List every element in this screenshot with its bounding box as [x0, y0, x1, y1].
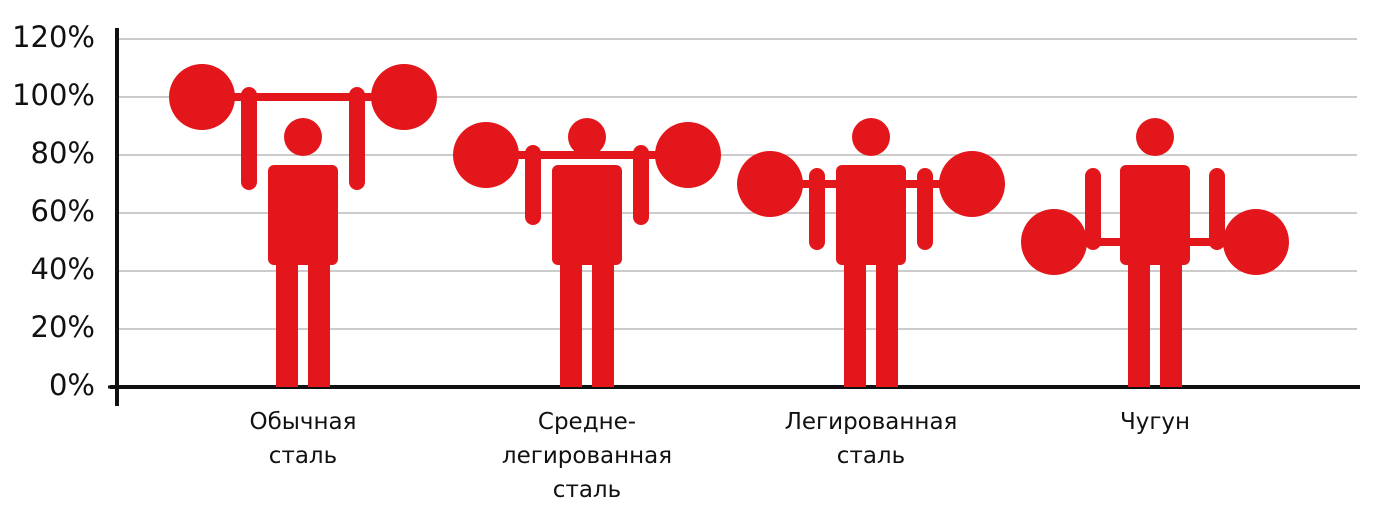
y-tick-label: 40% [31, 252, 95, 286]
leg [592, 255, 614, 387]
x-tick-label: Средне- легированная сталь [501, 409, 673, 503]
leg [276, 255, 298, 387]
leg [1128, 255, 1150, 387]
x-tick-label: Легированная сталь [784, 409, 958, 469]
y-tick-label: 60% [31, 194, 95, 228]
leg [844, 255, 866, 387]
lifter [525, 118, 649, 387]
y-tick-label: 0% [49, 368, 95, 402]
arm [525, 145, 541, 225]
barbell-plate [939, 151, 1005, 217]
barbell-plate [655, 122, 721, 188]
arm [809, 168, 825, 250]
arm [917, 168, 933, 250]
y-tick-label: 20% [31, 310, 95, 344]
x-tick-label: Чугун [1119, 409, 1191, 435]
lifter [241, 87, 365, 387]
lifter [809, 118, 933, 387]
lifter [1085, 118, 1225, 387]
arm [1085, 168, 1101, 250]
head [852, 118, 890, 156]
torso [552, 165, 622, 265]
barbell-plate [1223, 209, 1289, 275]
y-tick-label: 120% [12, 20, 95, 54]
leg [1160, 255, 1182, 387]
barbell-plate [453, 122, 519, 188]
arm [241, 87, 257, 190]
leg [560, 255, 582, 387]
leg [308, 255, 330, 387]
arm [349, 87, 365, 190]
y-tick-label: 80% [31, 136, 95, 170]
barbell-plate [169, 64, 235, 130]
arm [633, 145, 649, 225]
head [568, 118, 606, 156]
torso [836, 165, 906, 265]
head [284, 118, 322, 156]
leg [876, 255, 898, 387]
torso [268, 165, 338, 265]
y-tick-label: 100% [12, 78, 95, 112]
barbell-plate [1021, 209, 1087, 275]
head [1136, 118, 1174, 156]
barbell-plate [737, 151, 803, 217]
barbell-plate [371, 64, 437, 130]
x-tick-label: Обычная сталь [249, 409, 357, 469]
arm [1209, 168, 1225, 250]
torso [1120, 165, 1190, 265]
